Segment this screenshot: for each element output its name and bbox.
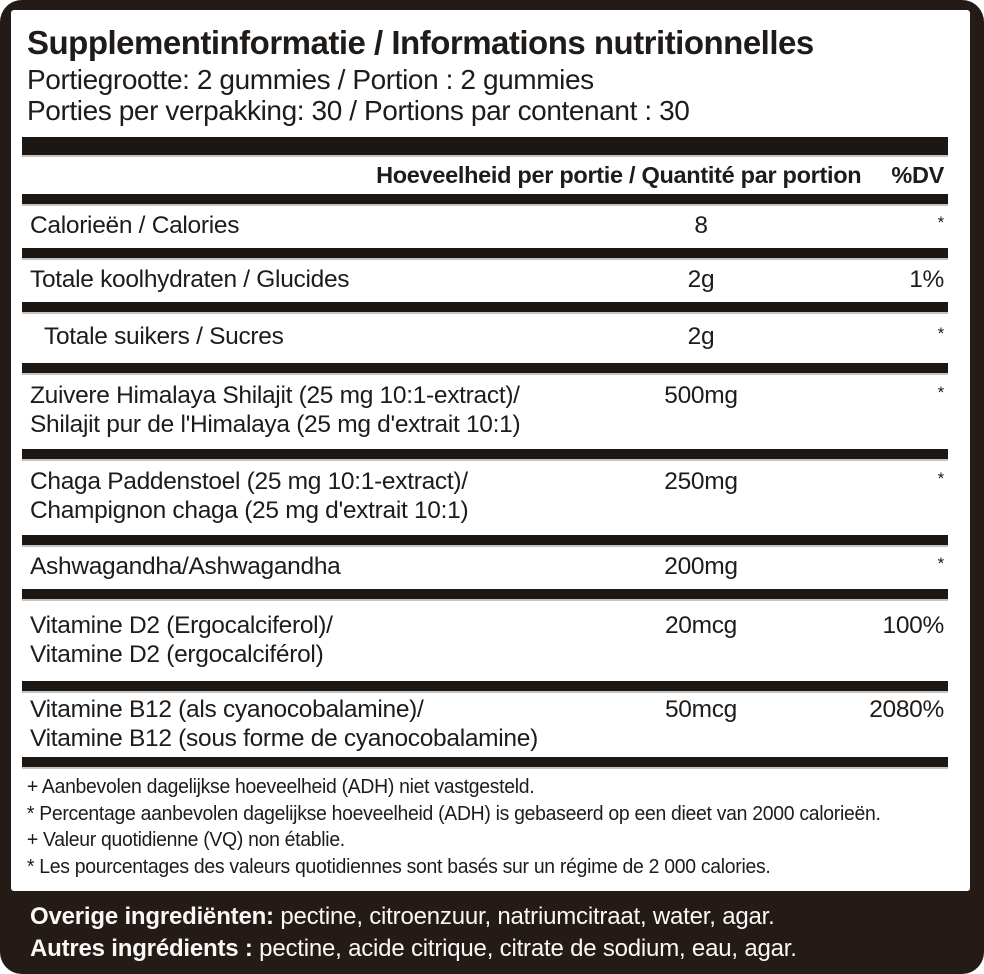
footnote-line: + Valeur quotidienne (VQ) non établie. xyxy=(26,829,345,851)
table-row-ashwagandha: Ashwagandha/Ashwagandha 200mg * xyxy=(22,545,948,589)
table-row-carbohydrates: Totale koolhydraten / Glucides 2g 1% xyxy=(22,258,948,302)
amount-value: 500mg xyxy=(664,382,738,409)
amount-value: 2g xyxy=(687,323,715,350)
ingredient-name: Vitamine B12 (als cyanocobalamine)/ xyxy=(30,696,424,723)
amount-value: 8 xyxy=(694,212,708,239)
separator-bar xyxy=(22,757,948,767)
ingredient-name: Totale koolhydraten / Glucides xyxy=(30,266,350,293)
amount-value: 20mcg xyxy=(664,612,738,639)
amount-column-header: Hoeveelheid per portie / Quantité par po… xyxy=(376,162,862,188)
separator-bar-thick xyxy=(22,137,948,155)
dv-value: 2080% xyxy=(869,696,944,723)
amount-value: 50mcg xyxy=(664,696,738,723)
other-ingredients-fr-label: Autres ingrédients : xyxy=(30,935,253,962)
dv-value: 1% xyxy=(909,266,944,293)
dv-value: * xyxy=(937,324,945,343)
other-ingredients-section: Overige ingrediënten: pectine, citroenzu… xyxy=(0,891,984,965)
separator-bar xyxy=(22,449,948,459)
table-header-row: Hoeveelheid per portie / Quantité par po… xyxy=(22,155,948,194)
other-ingredients-fr-text: pectine, acide citrique, citrate de sodi… xyxy=(252,935,797,962)
other-ingredients-nl: Overige ingrediënten: pectine, citroenzu… xyxy=(30,901,964,933)
footnote-line: * Percentage aanbevolen dagelijkse hoeve… xyxy=(26,802,881,825)
separator-bar xyxy=(22,589,948,599)
ingredient-name: Zuivere Himalaya Shilajit (25 mg 10:1-ex… xyxy=(30,382,520,409)
table-row-vitamin-d2: Vitamine D2 (Ergocalciferol)/ Vitamine D… xyxy=(22,599,948,681)
separator-bar xyxy=(22,194,948,204)
servings-per-container: Porties per verpakking: 30 / Portions pa… xyxy=(27,95,690,126)
table-row-calories: Calorieën / Calories 8 * xyxy=(22,204,948,248)
amount-value: 200mg xyxy=(664,553,738,580)
footnote-line: + Aanbevolen dagelijkse hoeveelheid (ADH… xyxy=(26,776,535,798)
ingredient-name: Ashwagandha/Ashwagandha xyxy=(30,553,341,580)
amount-value: 2g xyxy=(687,266,715,293)
ingredient-name-fr: Vitamine D2 (ergocalciférol) xyxy=(30,641,324,668)
other-ingredients-nl-label: Overige ingrediënten: xyxy=(30,903,274,930)
separator-bar xyxy=(22,248,948,258)
ingredient-name: Calorieën / Calories xyxy=(30,212,240,239)
table-row-vitamin-b12: Vitamine B12 (als cyanocobalamine)/ Vita… xyxy=(22,691,948,757)
table-row-sugars: Totale suikers / Sucres 2g * xyxy=(22,312,948,363)
dv-value: * xyxy=(937,383,945,402)
dv-value: * xyxy=(937,213,945,232)
table-row-shilajit: Zuivere Himalaya Shilajit (25 mg 10:1-ex… xyxy=(22,373,948,449)
amount-value: 250mg xyxy=(664,468,738,495)
separator-bar xyxy=(22,302,948,312)
ingredient-name: Vitamine D2 (Ergocalciferol)/ xyxy=(30,612,333,639)
serving-size: Portiegrootte: 2 gummies / Portion : 2 g… xyxy=(27,64,594,95)
ingredient-name: Chaga Paddenstoel (25 mg 10:1-extract)/ xyxy=(30,468,468,495)
other-ingredients-nl-text: pectine, citroenzuur, natriumcitraat, wa… xyxy=(273,903,775,930)
table-row-chaga: Chaga Paddenstoel (25 mg 10:1-extract)/ … xyxy=(22,459,948,535)
panel-title: Supplementinformatie / Informations nutr… xyxy=(27,24,814,61)
separator-bar xyxy=(22,535,948,545)
footnote-line: * Les pourcentages des valeurs quotidien… xyxy=(26,855,771,878)
dv-value: 100% xyxy=(882,612,945,639)
footnotes: + Aanbevolen dagelijkse hoeveelheid (ADH… xyxy=(22,767,920,880)
ingredient-name-fr: Champignon chaga (25 mg d'extrait 10:1) xyxy=(30,497,469,524)
other-ingredients-fr: Autres ingrédients : pectine, acide citr… xyxy=(30,933,964,965)
supplement-facts-panel: Supplementinformatie / Informations nutr… xyxy=(11,10,970,891)
ingredient-name-fr: Vitamine B12 (sous forme de cyanocobalam… xyxy=(30,725,538,752)
dv-column-header: %DV xyxy=(891,162,944,188)
ingredient-name: Totale suikers / Sucres xyxy=(44,323,284,350)
ingredient-name-fr: Shilajit pur de l'Himalaya (25 mg d'extr… xyxy=(30,411,521,438)
dv-value: * xyxy=(937,469,945,488)
separator-bar xyxy=(22,363,948,373)
dv-value: * xyxy=(937,554,945,573)
separator-bar xyxy=(22,681,948,691)
